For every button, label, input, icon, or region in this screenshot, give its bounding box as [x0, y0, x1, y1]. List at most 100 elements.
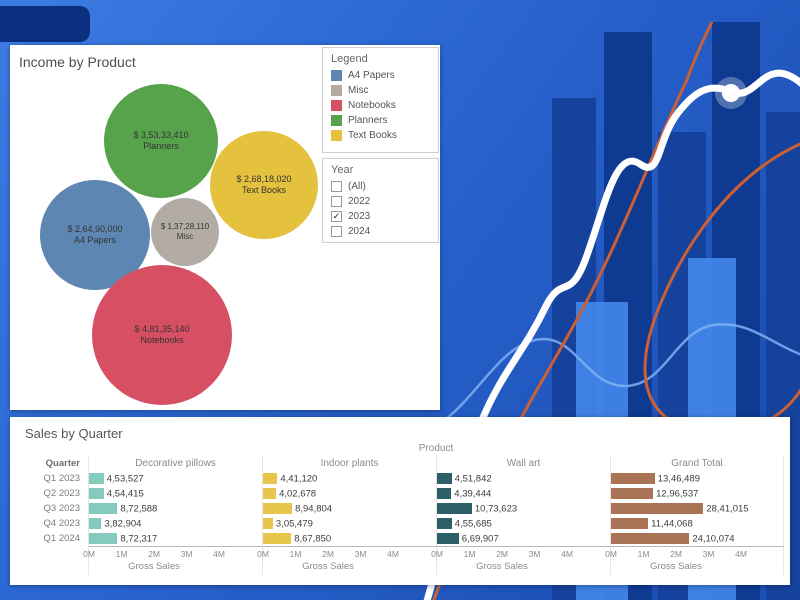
axis-tick: 4M: [735, 549, 747, 559]
bar-cell: 10,73,623: [436, 501, 610, 516]
bubble-text-books[interactable]: $ 2,68,18,020 Text Books: [210, 131, 318, 239]
income-chart-title: Income by Product: [19, 54, 136, 70]
table-row-q1-2023: Q1 2023 4,53,527 4,41,120 4,51,842 13,46…: [10, 471, 790, 486]
bar-cell: 4,55,685: [436, 516, 610, 531]
axis-tick: 3M: [528, 549, 541, 559]
sales-bar[interactable]: 3,82,904: [89, 518, 141, 529]
sales-bar[interactable]: 4,41,120: [263, 473, 317, 484]
quarter-label: Q2 2023: [43, 488, 80, 499]
axis-tick: 2M: [322, 549, 334, 559]
year-filter-title: Year: [331, 164, 354, 176]
axis-title-gross-sales: Gross Sales: [128, 561, 180, 572]
trend-dot: [722, 84, 740, 102]
column-header-grand-total: Grand Total: [610, 456, 784, 471]
year-option-all[interactable]: (All): [331, 181, 430, 192]
sales-bar[interactable]: 4,51,842: [437, 473, 492, 484]
sales-bar[interactable]: 4,02,678: [263, 488, 316, 499]
column-header-decorative-pillows: Decorative pillows: [88, 456, 262, 471]
product-header: Product: [418, 443, 454, 454]
legend-item-planners[interactable]: Planners: [331, 115, 430, 126]
bubble-name: A4 Papers: [73, 235, 117, 245]
axis-tick: 0M: [83, 549, 95, 559]
bar-cell: 8,72,588: [88, 501, 262, 516]
axis-grand-total: 0M 1M 2M 3M 4M: [605, 546, 784, 559]
axis-tick: 2M: [148, 549, 160, 559]
column-header-wall-art: Wall art: [436, 456, 610, 471]
legend-label: A4 Papers: [348, 70, 395, 81]
bar-value-label: 4,02,678: [279, 488, 317, 499]
corner-chip: [0, 6, 90, 42]
legend-swatch-notebooks: [331, 100, 342, 111]
checkbox-2022-icon[interactable]: [331, 196, 342, 207]
bubble-notebooks[interactable]: $ 4,81,35,140 Notebooks: [92, 265, 232, 405]
bar-cell: 12,96,537: [610, 486, 784, 501]
bar-value-label: 3,05,479: [275, 518, 313, 529]
sales-bar[interactable]: 28,41,015: [611, 503, 749, 514]
bubble-misc[interactable]: $ 1,37,28,110 Misc: [151, 198, 219, 266]
bar-value-label: 4,54,415: [106, 488, 144, 499]
bubble-name: Text Books: [241, 185, 287, 195]
year-option-label: (All): [348, 181, 366, 192]
bar-cell: 8,67,850: [262, 531, 436, 546]
sales-by-quarter-panel: Sales by Quarter Product Quarter Decorat…: [10, 417, 790, 585]
sales-bar[interactable]: 4,54,415: [89, 488, 144, 499]
sales-bar[interactable]: 4,55,685: [437, 518, 492, 529]
lightblue-curve: [444, 323, 800, 421]
bar-value-label: 11,44,068: [651, 518, 693, 529]
legend-item-a4-papers[interactable]: A4 Papers: [331, 70, 430, 81]
bar-cell: 6,69,907: [436, 531, 610, 546]
bar-value-label: 24,10,074: [692, 533, 735, 544]
axis-tick: 4M: [387, 549, 399, 559]
year-option-2023[interactable]: ✓ 2023: [331, 211, 430, 222]
bubble-value: $ 3,53,33,410: [133, 129, 189, 140]
legend-item-text-books[interactable]: Text Books: [331, 130, 430, 141]
sales-bar[interactable]: 8,67,850: [263, 533, 331, 544]
sales-bar[interactable]: 8,94,804: [263, 503, 332, 514]
column-header-indoor-plants: Indoor plants: [262, 456, 436, 471]
sales-bar[interactable]: 6,69,907: [437, 533, 499, 544]
year-option-2022[interactable]: 2022: [331, 196, 430, 207]
axis-tick: 1M: [115, 549, 128, 559]
table-row-q3-2023: Q3 2023 8,72,588 8,94,804 10,73,623 28,4…: [10, 501, 790, 516]
bubble-value: $ 1,37,28,110: [160, 222, 210, 231]
bubble-name: Notebooks: [140, 335, 184, 345]
income-by-product-panel: Income by Product $ 3,53,33,410 Planners…: [10, 45, 440, 410]
axis-title-gross-sales: Gross Sales: [650, 561, 702, 572]
year-option-label: 2023: [348, 211, 371, 222]
legend-label: Text Books: [348, 130, 397, 141]
year-option-2024[interactable]: 2024: [331, 226, 430, 237]
sales-bar[interactable]: 8,72,317: [89, 533, 157, 544]
legend-item-notebooks[interactable]: Notebooks: [331, 100, 430, 111]
year-filter-box: Year (All) 2022 ✓ 2023 2024: [322, 158, 439, 243]
bar-value-label: 28,41,015: [706, 503, 749, 514]
bar-value-label: 8,72,588: [120, 503, 158, 514]
sales-bar[interactable]: 13,46,489: [611, 473, 700, 484]
sales-bar[interactable]: 4,53,527: [89, 473, 144, 484]
legend-swatch-planners: [331, 115, 342, 126]
axis-tick: 3M: [354, 549, 367, 559]
legend-label: Planners: [348, 115, 388, 126]
bubble-name: Planners: [143, 141, 179, 151]
axis-tick: 1M: [637, 549, 650, 559]
quarter-label: Q1 2023: [43, 473, 80, 484]
axis-title-row: Gross Sales Gross Sales Gross Sales Gros…: [10, 559, 790, 575]
sales-bar[interactable]: 3,05,479: [263, 518, 313, 529]
bubble-planners[interactable]: $ 3,53,33,410 Planners: [104, 84, 218, 198]
axis-tick: 1M: [463, 549, 476, 559]
legend-swatch-misc: [331, 85, 342, 96]
bar-value-label: 10,73,623: [474, 503, 518, 514]
bar-value-label: 13,46,489: [657, 473, 701, 484]
sales-bar[interactable]: 11,44,068: [611, 518, 693, 529]
sales-bar[interactable]: 10,73,623: [437, 503, 517, 514]
sales-bar[interactable]: 12,96,537: [611, 488, 698, 499]
table-row-q2-2023: Q2 2023 4,54,415 4,02,678 4,39,444 12,96…: [10, 486, 790, 501]
sales-bar[interactable]: 8,72,588: [89, 503, 157, 514]
checkbox-all-icon[interactable]: [331, 181, 342, 192]
checkbox-2023-icon[interactable]: ✓: [331, 211, 342, 222]
quarter-label: Q3 2023: [43, 503, 80, 514]
checkbox-2024-icon[interactable]: [331, 226, 342, 237]
legend-item-misc[interactable]: Misc: [331, 85, 430, 96]
sales-bar[interactable]: 24,10,074: [611, 533, 735, 544]
sales-bar[interactable]: 4,39,444: [437, 488, 491, 499]
